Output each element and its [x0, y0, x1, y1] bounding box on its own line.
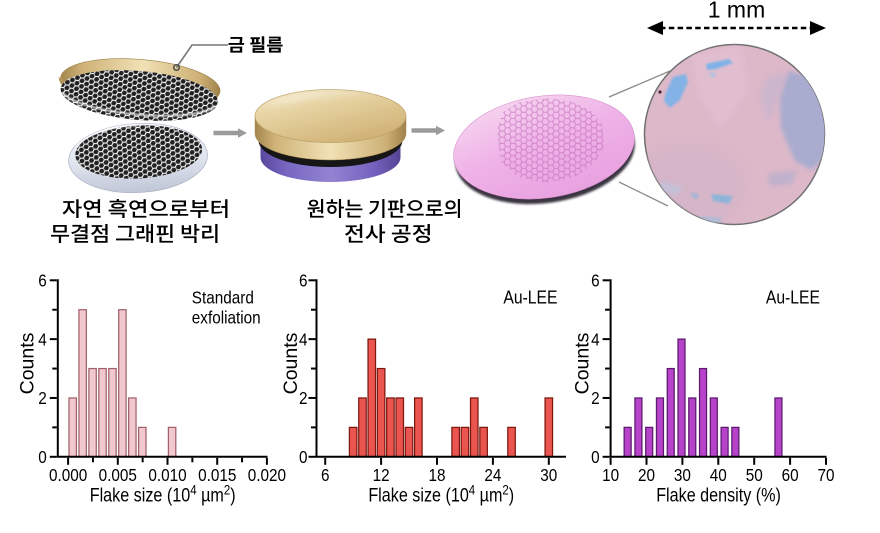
svg-text:30: 30	[540, 465, 557, 485]
svg-text:40: 40	[710, 465, 727, 485]
svg-text:exfoliation: exfoliation	[192, 307, 261, 327]
svg-text:6: 6	[38, 270, 47, 290]
svg-text:20: 20	[638, 465, 655, 485]
svg-text:12: 12	[373, 465, 390, 485]
svg-text:Au-LEE: Au-LEE	[766, 286, 820, 308]
svg-text:18: 18	[428, 465, 445, 485]
svg-text:Counts: Counts	[280, 332, 302, 394]
svg-text:0.015: 0.015	[198, 465, 236, 485]
svg-text:2: 2	[38, 388, 47, 408]
svg-text:0.005: 0.005	[99, 465, 137, 485]
svg-text:2: 2	[299, 388, 308, 408]
svg-text:60: 60	[782, 465, 799, 485]
svg-text:1 mm: 1 mm	[708, 0, 766, 23]
svg-text:0: 0	[299, 447, 308, 467]
svg-text:4: 4	[591, 329, 600, 349]
svg-text:4: 4	[299, 329, 308, 349]
svg-text:Standard: Standard	[192, 287, 254, 307]
svg-text:0: 0	[591, 447, 600, 467]
svg-text:6: 6	[591, 270, 600, 290]
svg-text:10: 10	[602, 465, 619, 485]
svg-text:2: 2	[591, 388, 600, 408]
svg-text:0.010: 0.010	[148, 465, 186, 485]
svg-text:50: 50	[746, 465, 763, 485]
svg-text:Flake density (%): Flake density (%)	[656, 484, 781, 506]
svg-text:6: 6	[299, 270, 308, 290]
svg-text:0.020: 0.020	[248, 465, 286, 485]
svg-text:Flake size (104​ µm2​): Flake size (104​ µm2​)	[368, 483, 514, 506]
svg-text:6: 6	[321, 465, 330, 485]
svg-text:0.000: 0.000	[49, 465, 87, 485]
svg-text:30: 30	[674, 465, 691, 485]
svg-text:24: 24	[484, 465, 501, 485]
svg-text:Au-LEE: Au-LEE	[503, 286, 557, 308]
svg-text:Counts: Counts	[17, 332, 39, 394]
svg-text:Counts: Counts	[572, 332, 594, 394]
svg-text:0: 0	[38, 447, 47, 467]
svg-text:Flake size (104​ µm2​): Flake size (104​ µm2​)	[90, 483, 236, 506]
svg-text:4: 4	[38, 329, 47, 349]
svg-text:70: 70	[817, 465, 834, 485]
